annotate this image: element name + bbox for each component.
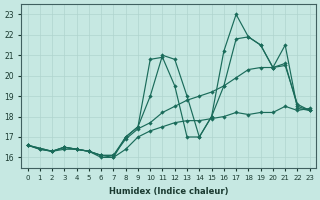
X-axis label: Humidex (Indice chaleur): Humidex (Indice chaleur) [109,187,228,196]
